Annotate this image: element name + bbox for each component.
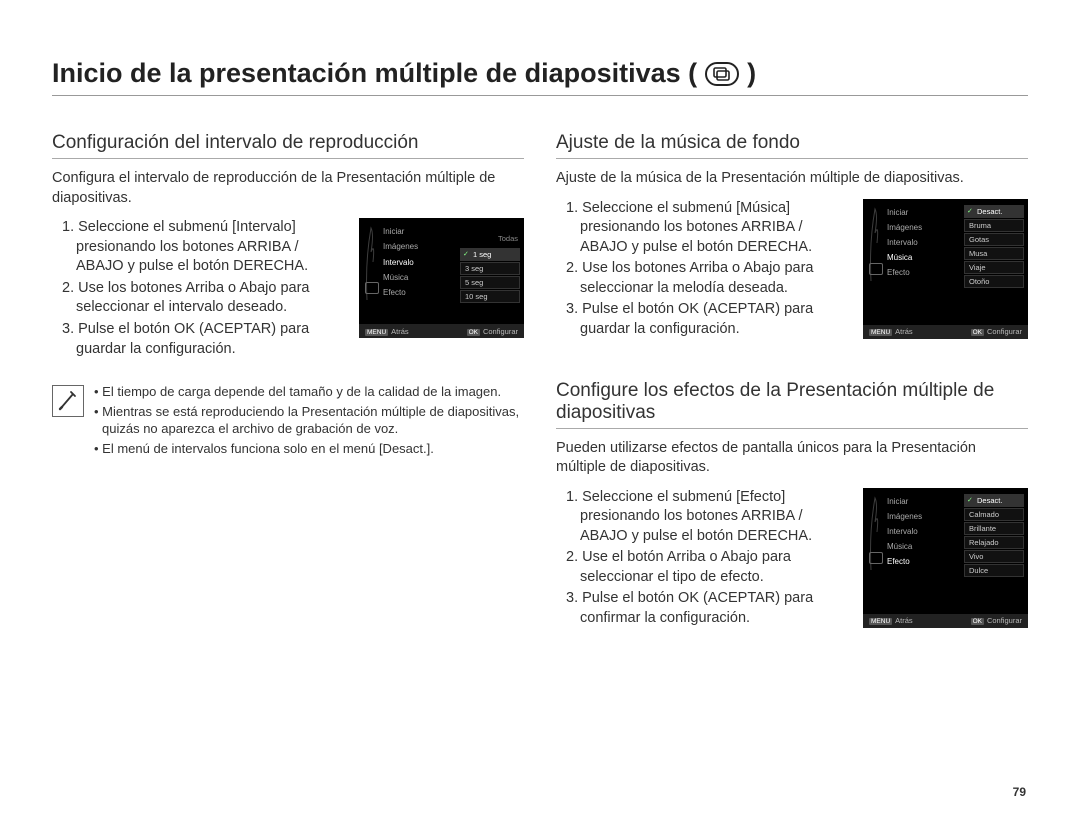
note-box: El tiempo de carga depende del tamaño y … xyxy=(52,383,524,459)
list-item: 1. Seleccione el submenú [Intervalo] pre… xyxy=(62,218,349,277)
right-column: Ajuste de la música de fondo Ajuste de l… xyxy=(556,114,1028,631)
right-section2-intro: Pueden utilizarse efectos de pantalla ún… xyxy=(556,439,1028,478)
right-section2-steps: 1. Seleccione el submenú [Efecto] presio… xyxy=(556,488,853,629)
right-section1-steps: 1. Seleccione el submenú [Música] presio… xyxy=(556,199,853,340)
content-columns: Configuración del intervalo de reproducc… xyxy=(52,114,1028,631)
list-item: 2. Use el botón Arriba o Abajo para sele… xyxy=(566,548,853,587)
list-item: 3. Pulse el botón OK (ACEPTAR) para guar… xyxy=(566,300,853,339)
list-item: 2. Use los botones Arriba o Abajo para s… xyxy=(62,279,349,318)
right-section2-heading: Configure los efectos de la Presentación… xyxy=(556,380,1028,429)
list-item: 3. Pulse el botón OK (ACEPTAR) para guar… xyxy=(62,320,349,359)
slideshow-icon xyxy=(705,62,739,86)
left-section1-heading: Configuración del intervalo de reproducc… xyxy=(52,132,524,159)
left-column: Configuración del intervalo de reproducc… xyxy=(52,114,524,631)
right-section1-heading: Ajuste de la música de fondo xyxy=(556,132,1028,159)
list-item: El menú de intervalos funciona solo en e… xyxy=(94,440,524,458)
note-icon xyxy=(52,385,84,417)
list-item: 1. Seleccione el submenú [Música] presio… xyxy=(566,199,853,258)
notes-list: El tiempo de carga depende del tamaño y … xyxy=(94,383,524,459)
left-section1-steps: 1. Seleccione el submenú [Intervalo] pre… xyxy=(52,218,349,359)
list-item: 1. Seleccione el submenú [Efecto] presio… xyxy=(566,488,853,547)
list-item: 2. Use los botones Arriba o Abajo para s… xyxy=(566,259,853,298)
list-item: Mientras se está reproduciendo la Presen… xyxy=(94,403,524,438)
title-text-suffix: ) xyxy=(747,58,756,89)
lcd-effect: IniciarImágenesIntervaloMúsicaEfectoDesa… xyxy=(863,488,1028,628)
left-section1-intro: Configura el intervalo de reproducción d… xyxy=(52,169,524,208)
title-text-prefix: Inicio de la presentación múltiple de di… xyxy=(52,58,697,89)
page-title: Inicio de la presentación múltiple de di… xyxy=(52,58,1028,96)
lcd-interval: IniciarImágenesIntervaloMúsicaEfectoToda… xyxy=(359,218,524,338)
lcd-music: IniciarImágenesIntervaloMúsicaEfectoDesa… xyxy=(863,199,1028,339)
list-item: 3. Pulse el botón OK (ACEPTAR) para conf… xyxy=(566,589,853,628)
page-number: 79 xyxy=(1013,785,1026,799)
list-item: El tiempo de carga depende del tamaño y … xyxy=(94,383,524,401)
right-section1-intro: Ajuste de la música de la Presentación m… xyxy=(556,169,1028,189)
